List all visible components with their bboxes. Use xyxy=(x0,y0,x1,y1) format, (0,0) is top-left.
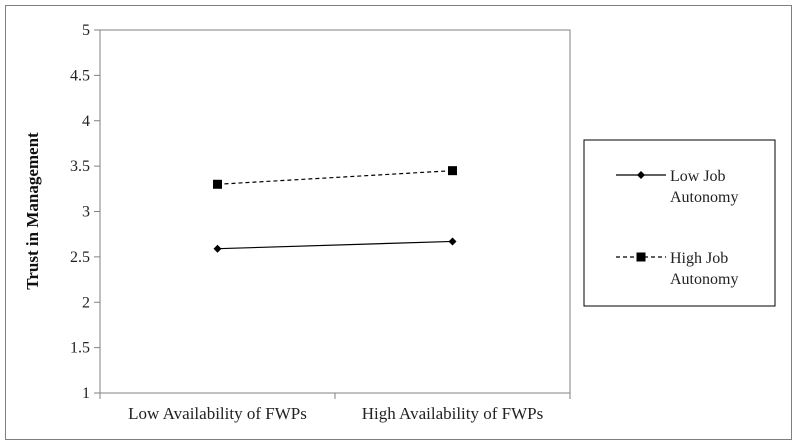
legend: Low Job Autonomy High Job Autonomy xyxy=(583,139,776,307)
x-axis: Low Availability of FWPs High Availabilit… xyxy=(99,393,571,423)
series-line-low-job-autonomy xyxy=(217,240,453,250)
legend-label: Low Job xyxy=(670,168,726,185)
data-point-square xyxy=(448,166,457,176)
x-category-label: Low Availability of FWPs xyxy=(128,404,307,423)
data-point-diamond xyxy=(213,244,222,253)
y-axis-ticks: 1 1.5 2 2.5 3 3.5 4 4.5 5 xyxy=(70,22,100,402)
legend-label: Autonomy xyxy=(670,271,738,288)
plot-area xyxy=(99,29,571,394)
y-axis-label: Trust in Management xyxy=(23,132,42,290)
legend-swatch-marker xyxy=(637,171,645,179)
series-line-high-job-autonomy xyxy=(217,170,453,185)
data-series xyxy=(213,166,457,253)
legend-swatch-marker xyxy=(636,252,646,262)
y-tick-label: 4.5 xyxy=(70,67,90,84)
y-tick-label: 3.5 xyxy=(70,158,90,175)
data-point-square xyxy=(213,179,222,189)
y-tick-label: 5 xyxy=(82,22,90,39)
y-tick-label: 3 xyxy=(82,204,90,221)
legend-label: High Job xyxy=(670,250,728,267)
y-tick-label: 4 xyxy=(82,113,90,130)
y-tick-label: 2.5 xyxy=(70,249,90,266)
data-point-diamond xyxy=(448,237,457,246)
y-tick-label: 1.5 xyxy=(70,340,90,357)
y-tick-label: 1 xyxy=(82,385,90,402)
x-category-label: High Availability of FWPs xyxy=(362,404,544,423)
legend-label: Autonomy xyxy=(670,189,738,206)
legend-box xyxy=(583,139,776,307)
y-tick-label: 2 xyxy=(82,294,90,311)
